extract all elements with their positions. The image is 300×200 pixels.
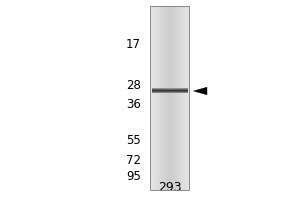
Bar [183, 6, 184, 190]
Bar [165, 6, 166, 190]
Bar [157, 6, 158, 190]
Bar [175, 6, 176, 190]
Bar [154, 6, 155, 190]
Text: 17: 17 [126, 38, 141, 50]
Bar [152, 89, 188, 90]
Bar [173, 6, 174, 190]
Bar [181, 6, 182, 190]
Bar [150, 6, 189, 190]
Bar [167, 6, 168, 190]
Bar [152, 6, 153, 190]
Bar [185, 6, 186, 190]
Bar [168, 6, 169, 190]
Bar [177, 6, 178, 190]
Text: 55: 55 [126, 134, 141, 146]
Bar [159, 6, 160, 190]
Bar [152, 88, 188, 89]
Bar [163, 6, 164, 190]
Text: 36: 36 [126, 98, 141, 110]
Bar [158, 6, 159, 190]
Bar [166, 6, 167, 190]
Bar [151, 6, 152, 190]
Text: 72: 72 [126, 154, 141, 166]
Bar [174, 6, 175, 190]
Bar [162, 6, 163, 190]
Bar [156, 6, 157, 190]
Bar [169, 6, 170, 190]
Bar [172, 6, 173, 190]
Bar [186, 6, 187, 190]
Bar [152, 90, 188, 91]
Bar [188, 6, 189, 190]
Text: 293: 293 [158, 181, 181, 194]
Bar [187, 6, 188, 190]
Bar [170, 6, 172, 190]
Bar [169, 6, 170, 190]
Text: 28: 28 [126, 79, 141, 92]
Bar [182, 6, 183, 190]
Text: 95: 95 [126, 170, 141, 182]
Bar [161, 6, 162, 190]
Bar [155, 6, 156, 190]
Bar [178, 6, 179, 190]
Bar [152, 91, 188, 92]
Bar [184, 6, 185, 190]
Bar [150, 6, 151, 190]
Bar [160, 6, 161, 190]
Bar [179, 6, 180, 190]
Polygon shape [194, 87, 207, 95]
Bar [152, 92, 188, 93]
Bar [153, 6, 154, 190]
Bar [180, 6, 181, 190]
Bar [164, 6, 165, 190]
Bar [176, 6, 177, 190]
